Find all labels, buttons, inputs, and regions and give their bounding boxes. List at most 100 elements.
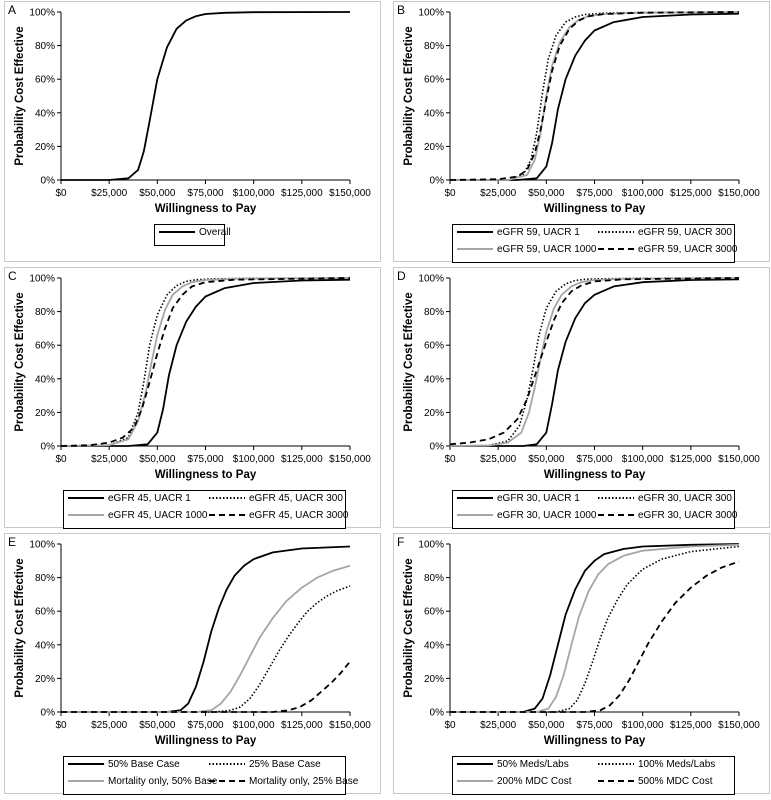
y-tick-label: 40% bbox=[424, 374, 444, 385]
legend-label-egfr-59-uacr-1: eGFR 59, UACR 1 bbox=[497, 227, 580, 238]
series-line-egfr-30-uacr-300 bbox=[449, 277, 740, 447]
y-axis-title: Probability Cost Effective bbox=[14, 26, 26, 165]
legend-label-egfr-45-uacr-1: eGFR 45, UACR 1 bbox=[108, 493, 191, 504]
legend-label-50-meds-labs: 50% Meds/Labs bbox=[497, 759, 569, 770]
y-tick-label: 0% bbox=[430, 708, 445, 719]
x-tick-label: $125,000 bbox=[281, 454, 323, 465]
legend-label-egfr-30-uacr-1000: eGFR 30, UACR 1000 bbox=[497, 510, 597, 521]
x-tick-label: $25,000 bbox=[91, 454, 128, 465]
y-tick-label: 60% bbox=[424, 75, 444, 86]
legend-label-egfr-45-uacr-300: eGFR 45, UACR 300 bbox=[249, 493, 343, 504]
x-tick-label: $25,000 bbox=[480, 188, 517, 199]
panel-letter: E bbox=[8, 535, 16, 549]
legend-label-egfr-59-uacr-3000: eGFR 59, UACR 3000 bbox=[638, 244, 738, 255]
series-line-500-mdc-cost bbox=[450, 560, 740, 713]
y-tick-label: 20% bbox=[424, 408, 444, 419]
x-axis-title: Willingness to Pay bbox=[155, 469, 257, 481]
x-tick-label: $25,000 bbox=[91, 720, 128, 731]
legend-label-overall: Overall bbox=[199, 227, 231, 238]
y-tick-label: 0% bbox=[41, 176, 56, 187]
x-tick-label: $125,000 bbox=[670, 454, 712, 465]
legend-box bbox=[63, 490, 346, 529]
y-tick-label: 60% bbox=[35, 75, 55, 86]
legend-box bbox=[452, 224, 735, 263]
y-tick-label: 60% bbox=[35, 341, 55, 352]
legend-label-mortality-only-25-base: Mortality only, 25% Base bbox=[249, 776, 359, 787]
y-tick-label: 40% bbox=[35, 640, 55, 651]
x-tick-label: $125,000 bbox=[281, 188, 323, 199]
y-tick-label: 80% bbox=[35, 573, 55, 584]
x-tick-label: $50,000 bbox=[528, 720, 565, 731]
legend-label-egfr-30-uacr-3000: eGFR 30, UACR 3000 bbox=[638, 510, 738, 521]
x-tick-label: $75,000 bbox=[576, 720, 613, 731]
legend-label-egfr-45-uacr-3000: eGFR 45, UACR 3000 bbox=[249, 510, 349, 521]
series-line-egfr-30-uacr-3000 bbox=[449, 277, 740, 446]
panel-frame bbox=[4, 1, 381, 262]
x-tick-label: $75,000 bbox=[187, 454, 224, 465]
y-tick-label: 80% bbox=[424, 41, 444, 52]
x-tick-label: $25,000 bbox=[91, 188, 128, 199]
panel-letter: B bbox=[397, 3, 405, 17]
panel-b: B 0% 20% 40% 60% 80% 100% $0 $25,000 $50,000 $75,0… bbox=[393, 1, 770, 263]
legend: eGFR 59, UACR 1 eGFR 59, UACR 300 eGFR 59,… bbox=[452, 224, 738, 263]
y-tick-label: 60% bbox=[424, 341, 444, 352]
x-tick-label: $25,000 bbox=[480, 454, 517, 465]
x-axis-title: Willingness to Pay bbox=[544, 469, 646, 481]
legend-box bbox=[452, 756, 735, 795]
series-line-mortality-only-50-base bbox=[61, 564, 351, 713]
panel-f: F 0% 20% 40% 60% 80% 100% $0 $25,000 $50,000 $75,0… bbox=[393, 533, 770, 795]
panel-e: E 0% 20% 40% 60% 80% 100% $0 $25,000 $50,000 $75,0… bbox=[4, 533, 381, 795]
x-tick-label: $100,000 bbox=[233, 188, 275, 199]
panel-a: A 0% 20% 40% 60% 80% 100% $0 $25,000 $50,000 $75,0… bbox=[4, 1, 381, 262]
y-tick-label: 20% bbox=[424, 142, 444, 153]
legend-label-50-base-case: 50% Base Case bbox=[108, 759, 180, 770]
y-axis-title: Probability Cost Effective bbox=[14, 558, 26, 697]
y-tick-label: 60% bbox=[424, 607, 444, 618]
x-axis-title: Willingness to Pay bbox=[155, 735, 257, 747]
series-line-egfr-45-uacr-1000 bbox=[60, 277, 351, 447]
x-tick-label: $50,000 bbox=[139, 720, 176, 731]
y-tick-label: 80% bbox=[424, 573, 444, 584]
x-tick-label: $75,000 bbox=[187, 188, 224, 199]
series-line-egfr-45-uacr-3000 bbox=[60, 277, 351, 447]
x-tick-label: $50,000 bbox=[528, 188, 565, 199]
x-tick-label: $100,000 bbox=[622, 454, 664, 465]
y-tick-label: 80% bbox=[35, 307, 55, 318]
y-tick-label: 100% bbox=[418, 274, 444, 285]
legend: 50% Base Case 25% Base Case Mortality only… bbox=[63, 756, 359, 795]
y-axis-title: Probability Cost Effective bbox=[403, 292, 415, 431]
panel-letter: C bbox=[8, 269, 17, 283]
legend-label-100-meds-labs: 100% Meds/Labs bbox=[638, 759, 715, 770]
x-tick-label: $125,000 bbox=[670, 188, 712, 199]
panel-letter: D bbox=[397, 269, 406, 283]
y-tick-label: 0% bbox=[430, 176, 445, 187]
legend: Overall bbox=[154, 224, 231, 246]
y-tick-label: 80% bbox=[35, 41, 55, 52]
y-tick-label: 20% bbox=[35, 674, 55, 685]
x-tick-label: $100,000 bbox=[622, 720, 664, 731]
y-tick-label: 100% bbox=[418, 540, 444, 551]
y-tick-label: 20% bbox=[424, 674, 444, 685]
y-tick-label: 100% bbox=[29, 540, 55, 551]
x-tick-label: $0 bbox=[55, 454, 67, 465]
legend-box bbox=[154, 224, 225, 246]
series-line-50-meds-labs bbox=[450, 543, 740, 713]
x-tick-label: $125,000 bbox=[281, 720, 323, 731]
y-tick-label: 80% bbox=[424, 307, 444, 318]
x-tick-label: $0 bbox=[444, 720, 456, 731]
series-line-overall bbox=[61, 11, 351, 181]
y-tick-label: 0% bbox=[41, 708, 56, 719]
x-tick-label: $125,000 bbox=[670, 720, 712, 731]
legend-label-25-base-case: 25% Base Case bbox=[249, 759, 321, 770]
legend-box bbox=[452, 490, 735, 529]
legend-label-egfr-59-uacr-300: eGFR 59, UACR 300 bbox=[638, 227, 732, 238]
panel-d: D 0% 20% 40% 60% 80% 100% $0 $25,000 $50,000 $75,0… bbox=[393, 267, 770, 529]
x-tick-label: $25,000 bbox=[480, 720, 517, 731]
x-tick-label: $150,000 bbox=[718, 720, 760, 731]
series-line-egfr-45-uacr-1 bbox=[61, 278, 351, 447]
x-tick-label: $150,000 bbox=[329, 454, 371, 465]
y-tick-label: 0% bbox=[430, 442, 445, 453]
panel-letter: A bbox=[8, 3, 16, 17]
series-line-mortality-only-25-base bbox=[61, 661, 351, 713]
